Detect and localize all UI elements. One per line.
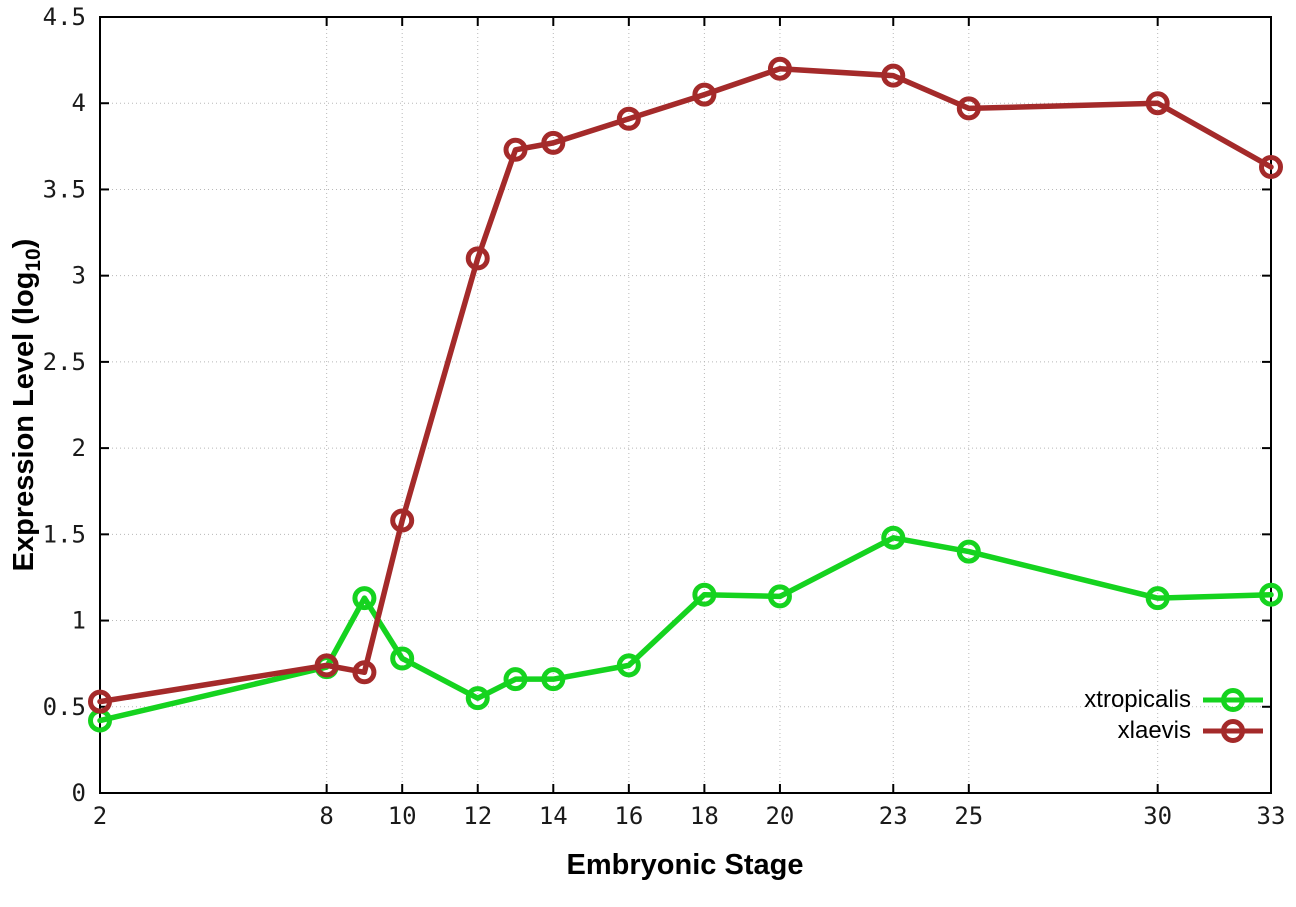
y-tick-label: 2.5	[43, 348, 86, 376]
legend-item-xtropicalis: xtropicalis	[1084, 685, 1265, 715]
x-tick-label: 2	[93, 802, 107, 830]
y-tick-label: 1.5	[43, 520, 86, 548]
y-tick-label: 4	[72, 89, 86, 117]
data-point-xlaevis	[1259, 155, 1283, 180]
data-point-xlaevis	[503, 137, 528, 162]
legend-sample-xtropicalis-icon	[1203, 688, 1263, 712]
data-point-xlaevis	[390, 508, 415, 533]
data-point-xlaevis	[541, 130, 566, 155]
y-tick-label: 3.5	[43, 175, 86, 203]
plot-border	[99, 16, 1272, 794]
legend-sample-xlaevis-icon	[1203, 719, 1263, 743]
x-tick-label: 18	[690, 802, 719, 830]
y-tick-label: 3	[72, 262, 86, 290]
legend-marker-circle	[1221, 688, 1245, 712]
data-point-xtropicalis	[767, 584, 792, 609]
data-point-xtropicalis	[503, 667, 528, 692]
data-point-xtropicalis	[1259, 582, 1283, 607]
data-point-xlaevis	[1145, 91, 1170, 116]
data-point-xtropicalis	[1145, 586, 1170, 611]
x-tick-label: 16	[614, 802, 643, 830]
x-tick-label: 23	[879, 802, 908, 830]
x-tick-label: 8	[319, 802, 333, 830]
x-tick-label: 33	[1257, 802, 1286, 830]
y-tick-label: 4.5	[43, 3, 86, 31]
x-tick-label: 30	[1143, 802, 1172, 830]
y-tick-label: 0	[72, 779, 86, 807]
x-tick-label: 12	[463, 802, 492, 830]
series-line-xlaevis	[97, 65, 1274, 705]
x-tick-label: 25	[954, 802, 983, 830]
x-tick-label: 10	[388, 802, 417, 830]
x-tick-label: 14	[539, 802, 568, 830]
data-point-xtropicalis	[692, 582, 717, 607]
x-tick-label: 20	[765, 802, 794, 830]
legend: xtropicalis xlaevis	[1084, 685, 1265, 746]
data-point-xlaevis	[767, 56, 792, 81]
data-point-xtropicalis	[881, 525, 906, 550]
data-point-xtropicalis	[616, 653, 641, 678]
data-point-xtropicalis	[352, 586, 377, 611]
data-point-xlaevis	[465, 246, 490, 271]
data-point-xtropicalis	[541, 667, 566, 692]
legend-label-xlaevis: xlaevis	[1117, 717, 1191, 744]
data-point-xlaevis	[88, 689, 112, 714]
y-tick-label: 2	[72, 434, 86, 462]
y-tick-label: 0.5	[43, 693, 86, 721]
legend-item-xlaevis: xlaevis	[1084, 716, 1265, 746]
y-tick-label: 1	[72, 607, 86, 635]
data-point-xtropicalis	[956, 539, 981, 564]
x-axis-title: Embryonic Stage	[566, 849, 804, 881]
data-point-xtropicalis	[390, 646, 415, 671]
data-point-xlaevis	[352, 660, 377, 685]
y-axis-title-subscript: 10	[21, 248, 45, 272]
y-axis-title: Expression Level (log10)	[8, 239, 46, 572]
legend-marker-circle	[1221, 719, 1245, 743]
y-axis-title-text: Expression Level (log	[8, 271, 41, 572]
data-point-xlaevis	[616, 106, 641, 131]
data-point-xlaevis	[881, 63, 906, 88]
data-point-xlaevis	[956, 96, 981, 121]
data-point-xtropicalis	[465, 686, 490, 711]
data-point-xlaevis	[314, 653, 339, 678]
y-axis-title-suffix: )	[8, 238, 41, 249]
data-point-xlaevis	[692, 82, 717, 107]
legend-label-xtropicalis: xtropicalis	[1084, 686, 1191, 713]
